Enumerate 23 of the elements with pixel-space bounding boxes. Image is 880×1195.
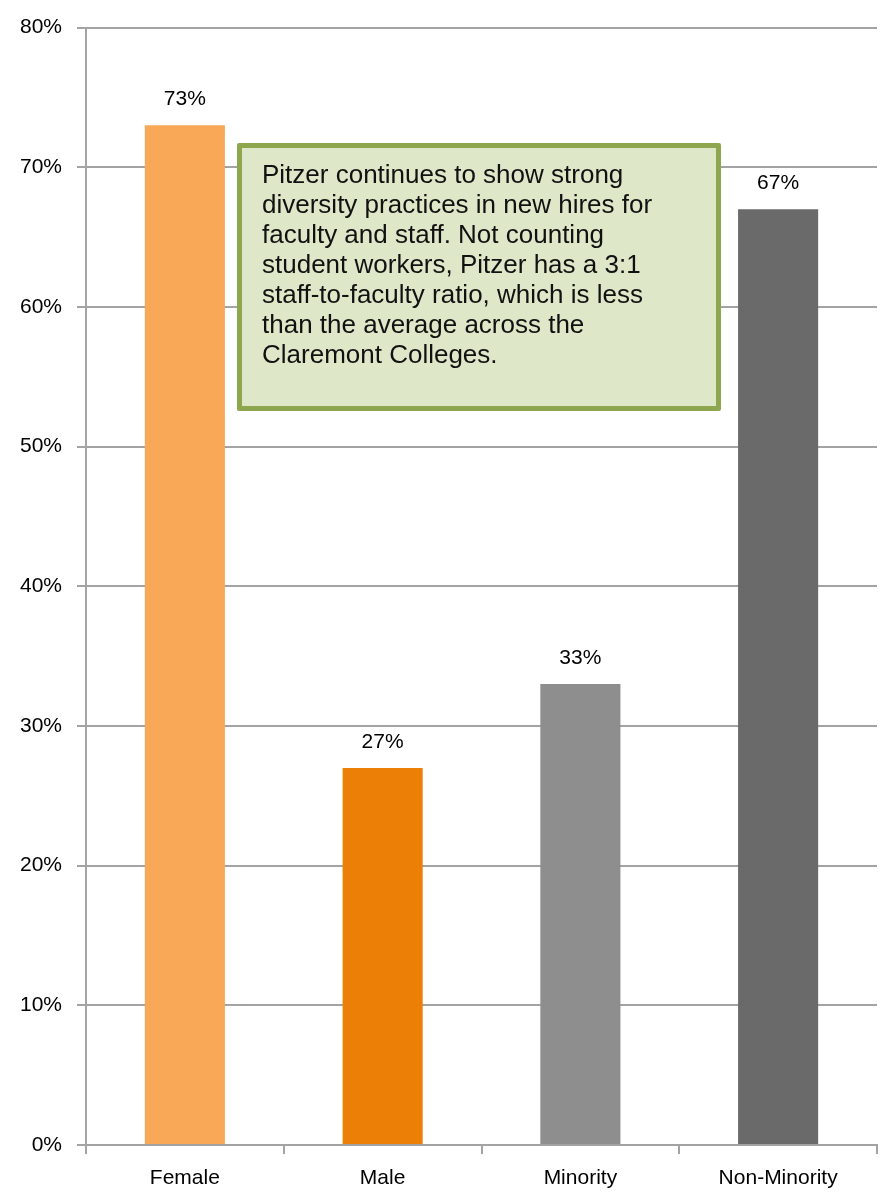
x-tick-label: Female xyxy=(149,1165,220,1189)
y-tick-label: 40% xyxy=(19,573,62,597)
y-tick-label: 70% xyxy=(19,154,62,178)
callout-box: Pitzer continues to show strong diversity practices in new hires for faculty and staff. Not counting student workers, Pitzer has a 3:1 staff-to-faculty ratio, which is less than the average across the Claremont Colleges. xyxy=(237,143,721,411)
y-tick-label: 30% xyxy=(19,712,62,736)
data-label: 67% xyxy=(757,170,800,194)
data-label: 27% xyxy=(361,728,404,752)
data-label: 73% xyxy=(163,86,206,110)
bar xyxy=(738,209,819,1144)
y-tick-label: 80% xyxy=(19,14,62,38)
x-tick-label: Minority xyxy=(543,1165,618,1189)
y-tick-label: 60% xyxy=(19,293,62,317)
x-tick-label: Male xyxy=(359,1165,406,1189)
bar xyxy=(342,767,423,1144)
annotation: Pitzer continues to show strong diversity practices in new hires for faculty and staff. Not counting student workers, Pitzer has a 3:1 staff-to-faculty ratio, which is less than the average across the Claremont Colleges. xyxy=(262,159,654,369)
bar xyxy=(540,684,621,1144)
x-tick-label: Non-Minority xyxy=(718,1165,839,1189)
y-tick-label: 20% xyxy=(19,852,62,876)
bar xyxy=(144,125,225,1144)
y-tick-label: 50% xyxy=(19,433,62,457)
data-label: 33% xyxy=(559,645,602,669)
y-tick-label: 10% xyxy=(19,992,62,1016)
y-tick-label: 0% xyxy=(31,1131,62,1155)
